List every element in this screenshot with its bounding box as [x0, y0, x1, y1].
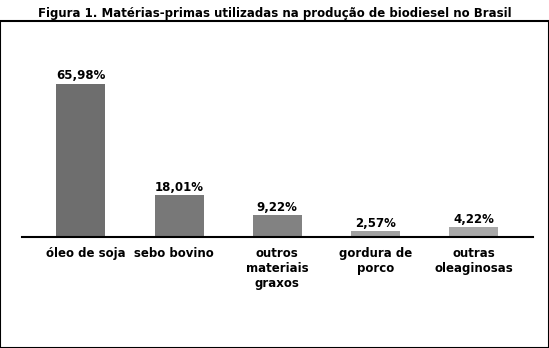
- Text: 4,22%: 4,22%: [453, 213, 494, 226]
- Bar: [253, 215, 302, 237]
- Text: óleo de soja  sebo bovino: óleo de soja sebo bovino: [46, 247, 214, 260]
- Text: Figura 1. Matérias-primas utilizadas na produção de biodiesel no Brasil: Figura 1. Matérias-primas utilizadas na …: [38, 7, 511, 20]
- Text: 9,22%: 9,22%: [257, 201, 298, 214]
- Text: 18,01%: 18,01%: [155, 181, 204, 194]
- Bar: [449, 227, 498, 237]
- Text: 2,57%: 2,57%: [355, 216, 396, 230]
- Bar: [154, 195, 204, 237]
- Text: outras
oleaginosas: outras oleaginosas: [434, 247, 513, 275]
- Bar: [57, 84, 105, 237]
- Text: outros
materiais
graxos: outros materiais graxos: [246, 247, 309, 290]
- Text: 65,98%: 65,98%: [56, 69, 105, 82]
- Bar: [351, 231, 400, 237]
- Text: gordura de
porco: gordura de porco: [339, 247, 412, 275]
